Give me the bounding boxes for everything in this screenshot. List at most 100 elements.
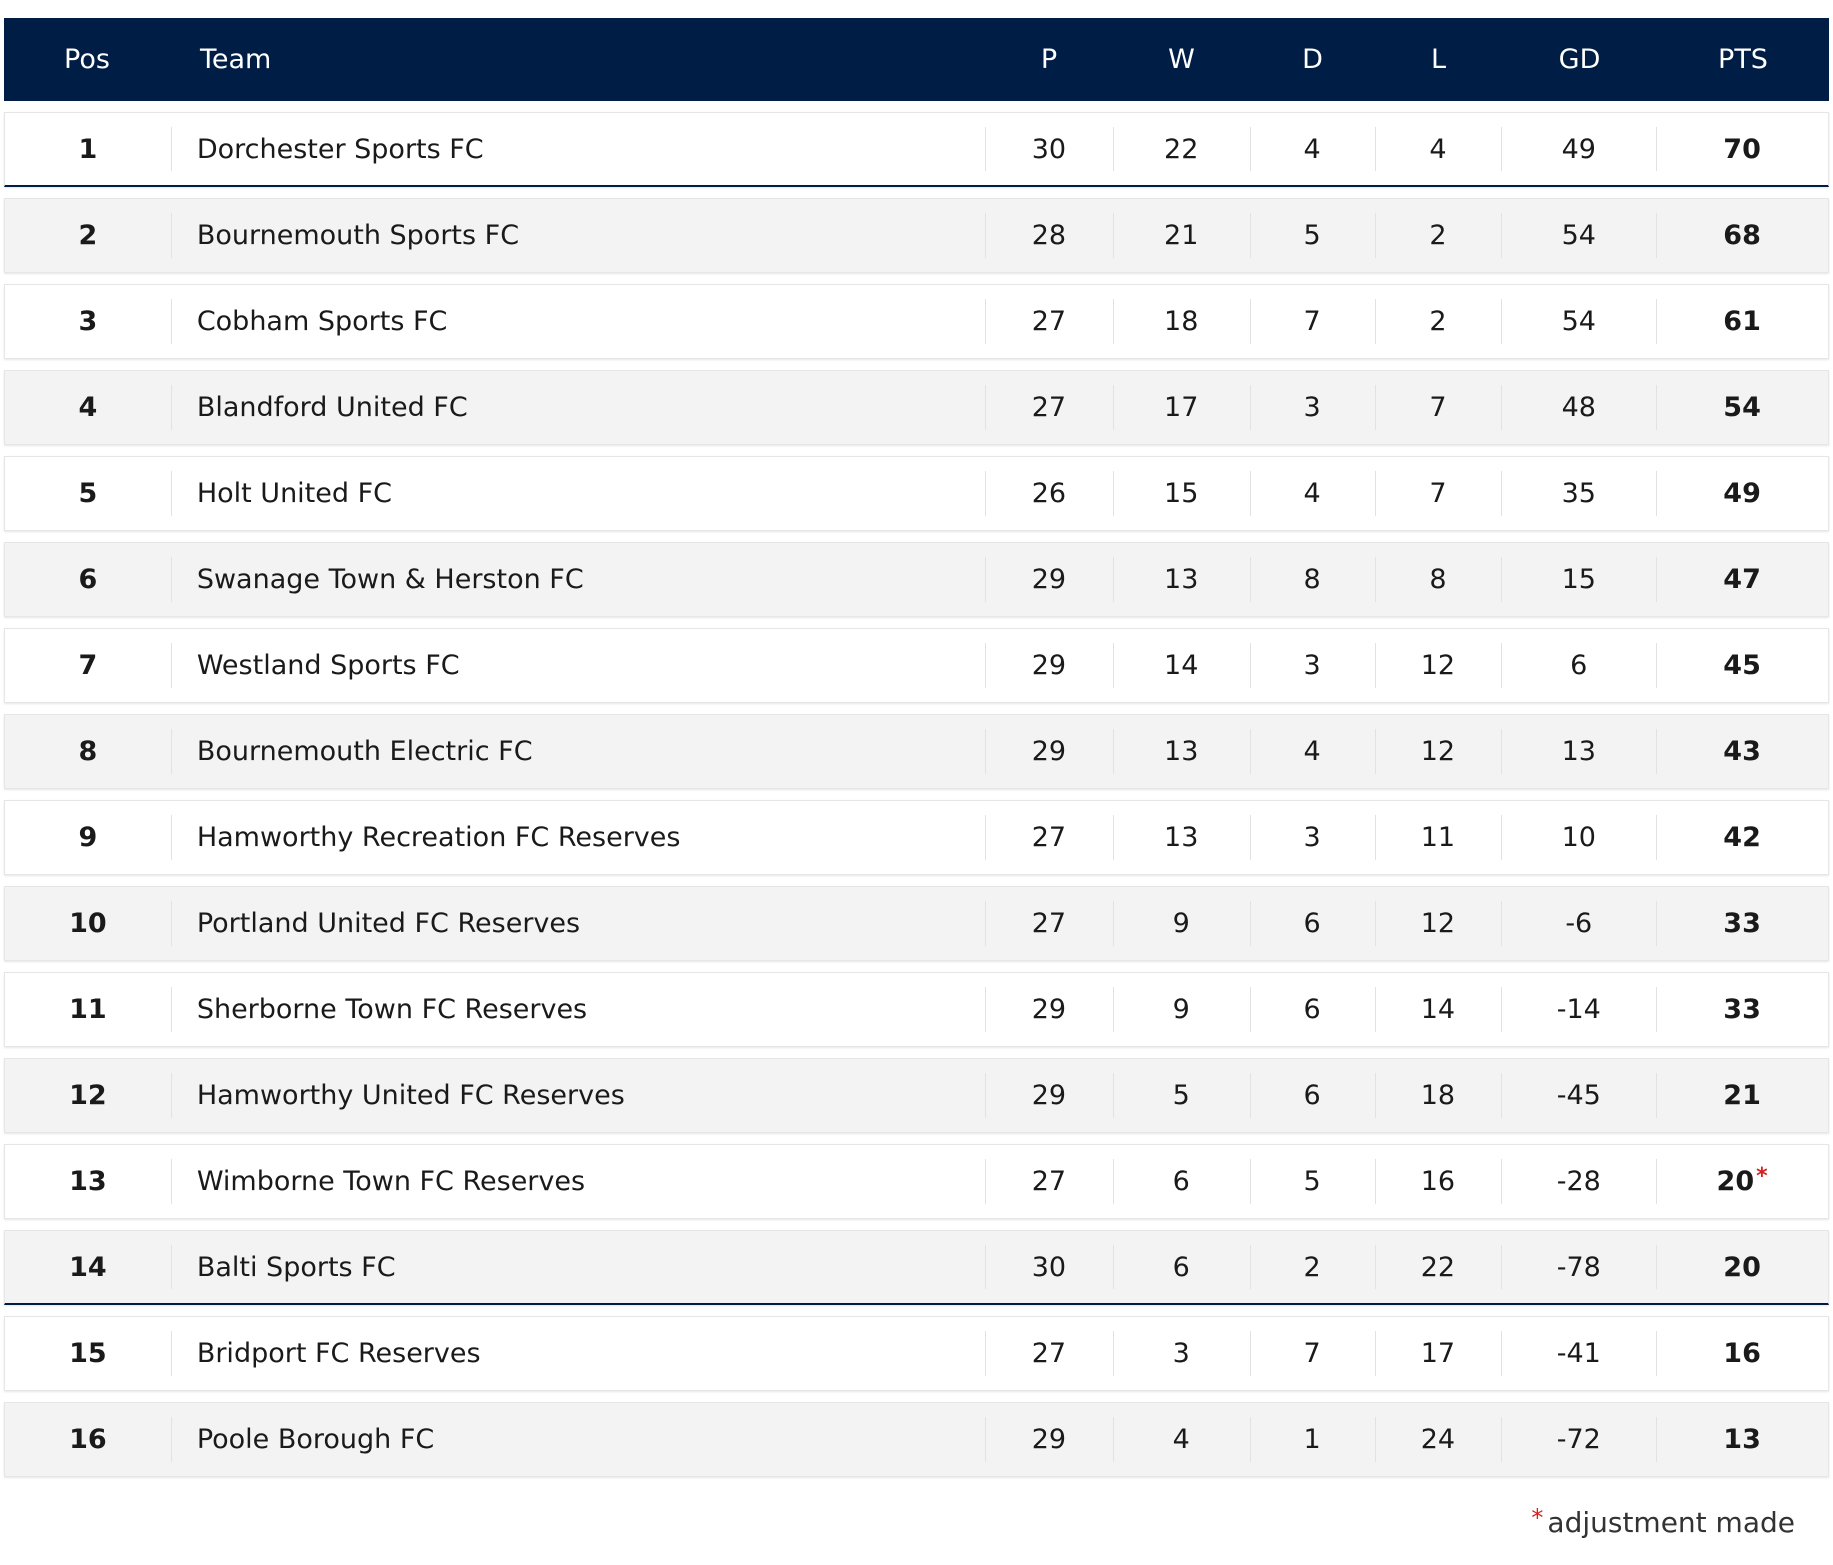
cell-l: 4 bbox=[1374, 113, 1502, 185]
cell-d: 1 bbox=[1249, 1403, 1375, 1476]
table-row[interactable]: 16 Poole Borough FC 29 4 1 24 -72 13 bbox=[4, 1402, 1829, 1477]
cell-d: 4 bbox=[1249, 113, 1375, 185]
cell-p: 27 bbox=[984, 371, 1113, 444]
cell-d: 7 bbox=[1249, 285, 1375, 358]
team-value[interactable]: Sherborne Town FC Reserves bbox=[196, 994, 588, 1025]
cell-pts: 54 bbox=[1656, 371, 1828, 444]
cell-pts: 70 bbox=[1656, 113, 1828, 185]
cell-gd: 15 bbox=[1501, 543, 1656, 616]
cell-team: Westland Sports FC bbox=[170, 629, 985, 702]
cell-l: 24 bbox=[1374, 1403, 1502, 1476]
cell-gd: -28 bbox=[1501, 1145, 1656, 1218]
table-row[interactable]: 15 Bridport FC Reserves 27 3 7 17 -41 16 bbox=[4, 1316, 1829, 1391]
cell-l: 17 bbox=[1374, 1317, 1502, 1390]
pts-value: 54 bbox=[1723, 392, 1761, 423]
team-value[interactable]: Cobham Sports FC bbox=[196, 306, 448, 337]
cell-pts: 61 bbox=[1656, 285, 1828, 358]
header-pos[interactable]: Pos bbox=[64, 44, 110, 75]
header-pts[interactable]: PTS bbox=[1718, 44, 1768, 75]
pos-value: 10 bbox=[69, 908, 107, 939]
team-value[interactable]: Dorchester Sports FC bbox=[196, 133, 484, 165]
pts-value: 47 bbox=[1723, 564, 1761, 595]
cell-pts: 42 bbox=[1656, 801, 1828, 874]
team-value[interactable]: Bournemouth Electric FC bbox=[196, 736, 533, 767]
table-row[interactable]: 7 Westland Sports FC 29 14 3 12 6 45 bbox=[4, 628, 1829, 703]
table-row[interactable]: 12 Hamworthy United FC Reserves 29 5 6 18 -45 2… bbox=[4, 1058, 1829, 1133]
d-value: 3 bbox=[1303, 392, 1321, 423]
team-value[interactable]: Bridport FC Reserves bbox=[196, 1338, 481, 1369]
pts-value: 20 bbox=[1716, 1166, 1755, 1197]
table-row[interactable]: 6 Swanage Town & Herston FC 29 13 8 8 15 47 bbox=[4, 542, 1829, 617]
gd-value: 49 bbox=[1561, 133, 1596, 165]
team-value[interactable]: Westland Sports FC bbox=[196, 650, 460, 681]
table-row[interactable]: 8 Bournemouth Electric FC 29 13 4 12 13 43 bbox=[4, 714, 1829, 789]
cell-pos: 14 bbox=[5, 1231, 171, 1303]
header-team[interactable]: Team bbox=[200, 44, 272, 75]
header-l[interactable]: L bbox=[1430, 44, 1447, 75]
cell-w: 4 bbox=[1112, 1403, 1250, 1476]
cell-team: Holt United FC bbox=[170, 457, 985, 530]
header-gd[interactable]: GD bbox=[1558, 44, 1601, 75]
cell-w: 3 bbox=[1112, 1317, 1250, 1390]
gd-value: 54 bbox=[1561, 220, 1596, 251]
team-value[interactable]: Blandford United FC bbox=[196, 392, 468, 423]
team-value[interactable]: Swanage Town & Herston FC bbox=[196, 564, 584, 595]
team-value[interactable]: Poole Borough FC bbox=[196, 1424, 435, 1455]
table-row[interactable]: 4 Blandford United FC 27 17 3 7 48 54 bbox=[4, 370, 1829, 445]
cell-l: 2 bbox=[1374, 285, 1502, 358]
header-p[interactable]: P bbox=[1040, 44, 1058, 75]
pos-value: 7 bbox=[78, 650, 98, 681]
table-header: Pos Team P W D L GD PTS bbox=[4, 18, 1829, 101]
table-row[interactable]: 13 Wimborne Town FC Reserves 27 6 5 16 -28 20 * bbox=[4, 1144, 1829, 1219]
cell-p: 27 bbox=[984, 285, 1113, 358]
table-row[interactable]: 1 Dorchester Sports FC 30 22 4 4 49 70 bbox=[4, 112, 1829, 187]
cell-l: 2 bbox=[1374, 199, 1502, 272]
table-row[interactable]: 9 Hamworthy Recreation FC Reserves 27 13 3 11… bbox=[4, 800, 1829, 875]
cell-p: 28 bbox=[984, 199, 1113, 272]
cell-pos: 15 bbox=[5, 1317, 171, 1390]
team-value[interactable]: Balti Sports FC bbox=[196, 1251, 396, 1283]
cell-pos: 1 bbox=[5, 113, 171, 185]
table-row[interactable]: 11 Sherborne Town FC Reserves 29 9 6 14 -14 33 bbox=[4, 972, 1829, 1047]
cell-pts: 21 bbox=[1656, 1059, 1828, 1132]
table-row[interactable]: 3 Cobham Sports FC 27 18 7 2 54 61 bbox=[4, 284, 1829, 359]
table-row[interactable]: 5 Holt United FC 26 15 4 7 35 49 bbox=[4, 456, 1829, 531]
pos-value: 13 bbox=[69, 1166, 107, 1197]
d-value: 7 bbox=[1303, 1338, 1321, 1369]
gd-value: -45 bbox=[1556, 1080, 1601, 1111]
cell-pos: 11 bbox=[5, 973, 171, 1046]
header-d[interactable]: D bbox=[1302, 44, 1323, 75]
cell-pos: 8 bbox=[5, 715, 171, 788]
cell-team: Bridport FC Reserves bbox=[170, 1317, 985, 1390]
team-value[interactable]: Wimborne Town FC Reserves bbox=[196, 1166, 586, 1197]
p-value: 29 bbox=[1031, 1080, 1067, 1111]
l-value: 7 bbox=[1429, 392, 1447, 423]
w-value: 15 bbox=[1164, 478, 1199, 509]
d-value: 6 bbox=[1303, 908, 1321, 939]
p-value: 28 bbox=[1031, 220, 1067, 251]
header-w[interactable]: W bbox=[1168, 44, 1195, 75]
team-value[interactable]: Holt United FC bbox=[196, 478, 392, 509]
table-row[interactable]: 14 Balti Sports FC 30 6 2 22 -78 20 bbox=[4, 1230, 1829, 1305]
team-value[interactable]: Bournemouth Sports FC bbox=[196, 220, 520, 251]
cell-pts: 20 * bbox=[1656, 1145, 1828, 1218]
l-value: 2 bbox=[1429, 220, 1447, 251]
cell-p: 29 bbox=[984, 1403, 1113, 1476]
d-value: 6 bbox=[1303, 994, 1321, 1025]
cell-pts: 16 bbox=[1656, 1317, 1828, 1390]
cell-pts: 68 bbox=[1656, 199, 1828, 272]
p-value: 27 bbox=[1031, 1166, 1067, 1197]
cell-w: 18 bbox=[1112, 285, 1250, 358]
table-row[interactable]: 2 Bournemouth Sports FC 28 21 5 2 54 68 bbox=[4, 198, 1829, 273]
cell-w: 17 bbox=[1112, 371, 1250, 444]
cell-team: Dorchester Sports FC bbox=[170, 113, 985, 185]
team-value[interactable]: Hamworthy United FC Reserves bbox=[196, 1080, 625, 1111]
team-value[interactable]: Hamworthy Recreation FC Reserves bbox=[196, 822, 681, 853]
l-value: 12 bbox=[1420, 736, 1456, 767]
p-value: 29 bbox=[1031, 736, 1067, 767]
cell-pts: 20 bbox=[1656, 1231, 1828, 1303]
d-value: 4 bbox=[1303, 133, 1321, 165]
table-row[interactable]: 10 Portland United FC Reserves 27 9 6 12 -6 33 bbox=[4, 886, 1829, 961]
team-value[interactable]: Portland United FC Reserves bbox=[196, 908, 581, 939]
gd-value: 6 bbox=[1570, 650, 1588, 681]
